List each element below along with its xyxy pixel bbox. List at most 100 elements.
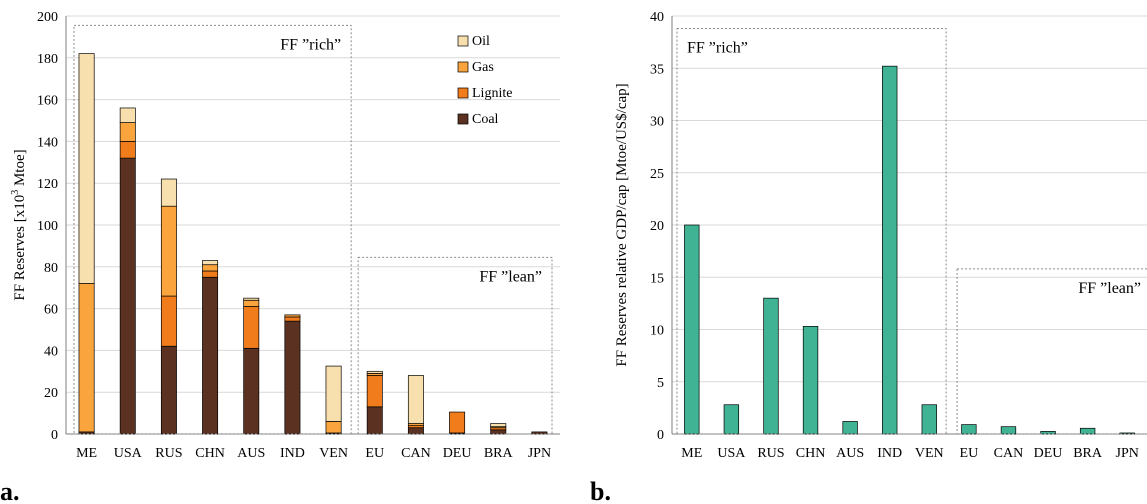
chart-a-x-tick-label-jpn: JPN [528,446,551,461]
chart-b-bar-ven [921,404,937,435]
chart-a-y-tick-label: 20 [44,386,58,401]
chart-a-group-label-rich: FF ”rich” [280,36,341,53]
chart-b-group-label-lean: FF ”lean” [1078,280,1141,297]
chart-b-y-tick-label: 0 [657,428,664,443]
chart-a-bar-eu-coal [366,406,383,435]
chart-a-bar-rus-oil [160,178,177,207]
chart-a-y-axis-label: FF Reserves [x103 Mtoe] [10,149,28,300]
chart-a-x-tick-label-ind: IND [280,446,305,461]
chart-b-x-tick-label-eu: EU [960,446,979,461]
chart-b-bar-jpn [1119,432,1135,435]
chart-b-relative-reserves: 0 5 10 15 20 25 30 35 40 ME USA RUS CHN AUS IND VEN EU CA… [614,10,1147,461]
chart-a-reserves: 0 20 40 60 80 100 120 140 160 180 200 ME USA RUS CHN AU… [10,10,560,461]
chart-b-x-tick-label-me: ME [681,446,702,461]
chart-b-bar-rus [763,297,779,435]
chart-a-bar-usa-lignite [119,141,136,159]
chart-a-x-tick-label-me: ME [76,446,97,461]
chart-a-legend-swatch-coal [457,113,469,125]
chart-a-x-tick-label-eu: EU [365,446,384,461]
chart-b-x-tick-label-jpn: JPN [1116,446,1139,461]
chart-a-bar-can-oil [407,375,424,424]
chart-a-bar-deu-lignite [449,411,466,434]
chart-b-x-tick-label-can: CAN [994,446,1024,461]
chart-b-x-tick-label-ind: IND [877,446,902,461]
chart-a-x-tick-label-bra: BRA [484,446,514,461]
chart-a-bar-chn-lignite [202,270,219,278]
chart-b-group-box-lean [956,268,1147,435]
chart-a-legend-swatch-oil [457,35,469,47]
chart-a-legend-label-coal: Coal [472,112,499,127]
chart-a-y-tick-label: 0 [51,428,58,443]
chart-a-bar-eu-lignite [366,375,383,408]
chart-a-bar-rus-coal [160,345,177,435]
chart-a-bar-ind-lignite [284,316,301,322]
chart-b-y-tick-label: 20 [650,219,664,234]
chart-b-y-tick-label: 10 [650,324,664,339]
chart-a-legend-swatch-gas [457,61,469,73]
chart-b-group-label-rich: FF ”rich” [687,40,748,57]
chart-a-bar-aus-lignite [243,306,260,349]
chart-a-y-tick-label: 180 [37,52,58,67]
chart-b-y-tick-label: 15 [650,271,664,286]
chart-a-x-tick-label-usa: USA [114,446,143,461]
chart-b-bar-ind [882,65,898,435]
chart-b-x-tick-label-deu: DEU [1034,446,1063,461]
chart-a-x-tick-label-chn: CHN [195,446,225,461]
chart-b-y-tick-label: 40 [650,10,664,25]
chart-a-bar-ven-oil [325,365,342,422]
chart-a-bar-aus-oil [243,297,260,301]
chart-b-x-tick-label-ven: VEN [915,446,944,461]
chart-b-bar-aus [842,421,858,435]
chart-b-bar-eu [961,424,977,435]
chart-b-x-tick-label-usa: USA [717,446,746,461]
chart-b-bar-me [684,224,700,435]
chart-b-bar-bra [1079,427,1096,435]
chart-b-x-tick-label-bra: BRA [1073,446,1103,461]
chart-a-group-box-rich [73,24,352,435]
panel-label-a: a. [0,477,20,504]
chart-b-bar-can [1000,426,1017,435]
chart-a-bar-usa-oil [119,107,136,123]
chart-b-y-tick-label: 25 [650,167,664,182]
chart-a-bar-ind-coal [284,320,301,435]
chart-a-y-tick-label: 200 [37,10,58,25]
chart-a-y-tick-label: 60 [44,303,58,318]
chart-a-legend-swatch-lignite [457,87,469,99]
chart-a-bar-chn-gas [202,264,219,272]
chart-b-group-box-rich [676,28,947,435]
chart-a-bar-usa-gas [119,122,136,142]
chart-a-y-tick-label: 40 [44,344,58,359]
chart-a-legend: Oil Gas Lignite Coal [457,34,512,127]
chart-a-bar-aus-gas [243,299,260,307]
chart-a-bar-can-coal [407,427,424,435]
chart-a-x-tick-label-aus: AUS [237,446,265,461]
chart-b-x-tick-label-aus: AUS [836,446,864,461]
chart-a-legend-label-gas: Gas [472,60,494,75]
chart-a-bar-chn-coal [202,276,219,435]
chart-a-bar-chn-oil [202,260,219,266]
chart-a-bar-ven-gas [325,421,342,434]
chart-a-x-tick-label-deu: DEU [443,446,472,461]
chart-a-bar-ind-gas [284,314,301,318]
chart-a-y-tick-label: 100 [37,219,58,234]
chart-b-y-axis-label: FF Reserves relative GDP/cap [Mtoe/US$/c… [614,83,630,366]
chart-a-group-label-lean: FF ”lean” [479,268,542,285]
chart-a-x-tick-label-can: CAN [401,446,431,461]
chart-a-y-tick-label: 120 [37,177,58,192]
chart-a-bar-rus-lignite [160,295,177,347]
chart-a-bar-me-oil [78,53,95,284]
chart-a-bar-bra-coal [490,429,507,435]
chart-a-y-tick-label: 80 [44,261,58,276]
chart-a-y-tick-label: 140 [37,135,58,150]
chart-a-group-box-lean [357,256,553,435]
chart-a-bar-usa-coal [119,157,136,435]
chart-a-x-tick-label-ven: VEN [319,446,348,461]
chart-a-bar-aus-coal [243,347,260,435]
chart-a-x-tick-label-rus: RUS [155,446,182,461]
chart-a-bar-bra-oil [490,423,507,428]
chart-a-bar-me-gas [78,283,95,433]
chart-a-bar-eu-oil [366,370,383,374]
chart-a-bar-rus-gas [160,205,177,297]
chart-b-x-tick-label-chn: CHN [796,446,826,461]
